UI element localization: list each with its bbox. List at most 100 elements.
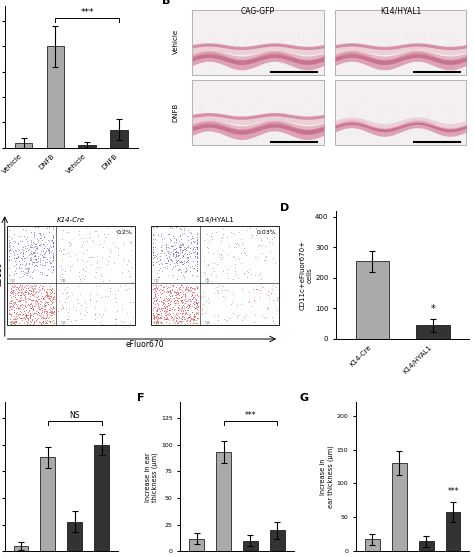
- Point: [114, 243, 122, 252]
- Text: K14/HYAL1: K14/HYAL1: [380, 7, 421, 16]
- Point: [396, 127, 404, 136]
- Point: [37, 303, 45, 312]
- Point: [164, 310, 171, 319]
- Point: [192, 298, 200, 307]
- Point: [185, 235, 192, 244]
- Point: [42, 288, 50, 297]
- Point: [157, 317, 165, 326]
- Point: [40, 244, 47, 253]
- Point: [191, 247, 199, 256]
- Point: [275, 53, 283, 62]
- Point: [48, 309, 55, 318]
- Point: [180, 256, 188, 265]
- Point: [236, 242, 243, 251]
- Point: [38, 267, 46, 276]
- Text: CAG-GFP: CAG-GFP: [241, 7, 275, 16]
- Point: [23, 311, 30, 320]
- Point: [155, 310, 163, 319]
- Point: [272, 283, 279, 292]
- Point: [32, 261, 40, 270]
- Point: [219, 285, 226, 294]
- Point: [62, 285, 69, 294]
- Point: [81, 233, 88, 242]
- Point: [182, 306, 189, 315]
- Point: [36, 283, 43, 292]
- Point: [30, 266, 37, 275]
- Point: [11, 292, 18, 301]
- Point: [12, 317, 20, 326]
- Point: [154, 307, 161, 316]
- Point: [157, 242, 165, 251]
- Point: [155, 259, 163, 268]
- Point: [193, 242, 201, 251]
- Point: [313, 60, 321, 69]
- Point: [172, 253, 179, 262]
- Point: [177, 292, 185, 301]
- Point: [177, 234, 185, 243]
- Point: [15, 245, 23, 254]
- Point: [46, 296, 54, 305]
- Point: [179, 271, 187, 280]
- Point: [30, 292, 38, 301]
- Point: [18, 549, 24, 555]
- Point: [168, 296, 175, 305]
- Point: [46, 311, 54, 320]
- Point: [43, 306, 51, 315]
- Point: [163, 258, 171, 267]
- Point: [33, 300, 40, 309]
- Point: [162, 304, 169, 312]
- Point: [258, 311, 266, 320]
- Point: [30, 285, 37, 294]
- Point: [163, 242, 170, 251]
- Point: [50, 261, 57, 270]
- Point: [31, 298, 39, 307]
- Point: [200, 267, 208, 276]
- Point: [192, 297, 200, 306]
- Point: [18, 284, 26, 292]
- Bar: [270, 530, 285, 551]
- Point: [9, 292, 17, 301]
- Point: [180, 245, 188, 253]
- Point: [414, 52, 421, 61]
- Point: [18, 263, 25, 272]
- Point: [193, 234, 201, 243]
- Point: [104, 230, 111, 239]
- Point: [246, 103, 253, 112]
- Point: [181, 289, 188, 298]
- Point: [169, 249, 177, 258]
- Point: [50, 309, 58, 318]
- Point: [50, 265, 57, 274]
- Point: [233, 238, 240, 247]
- Point: [196, 120, 204, 129]
- Point: [253, 229, 261, 238]
- Point: [151, 300, 158, 309]
- Point: [177, 306, 184, 315]
- Point: [42, 314, 49, 323]
- Point: [243, 311, 250, 320]
- Point: [126, 319, 134, 328]
- Point: [40, 307, 47, 316]
- Point: [81, 306, 89, 315]
- Point: [19, 247, 27, 256]
- Point: [48, 284, 55, 293]
- Point: [12, 316, 19, 325]
- Point: [164, 287, 171, 296]
- Point: [278, 37, 286, 46]
- Point: [31, 252, 38, 261]
- Point: [39, 319, 46, 328]
- Point: [25, 265, 32, 274]
- Point: [47, 248, 55, 257]
- Point: [310, 120, 317, 129]
- Point: [36, 304, 43, 313]
- Point: [161, 295, 168, 304]
- Point: [261, 42, 269, 51]
- Point: [256, 293, 264, 302]
- Point: [26, 295, 34, 304]
- Point: [188, 308, 196, 317]
- Point: [35, 311, 43, 320]
- Point: [27, 253, 34, 262]
- Point: [21, 282, 28, 291]
- Point: [176, 224, 183, 233]
- Point: [36, 258, 43, 267]
- Point: [195, 111, 203, 120]
